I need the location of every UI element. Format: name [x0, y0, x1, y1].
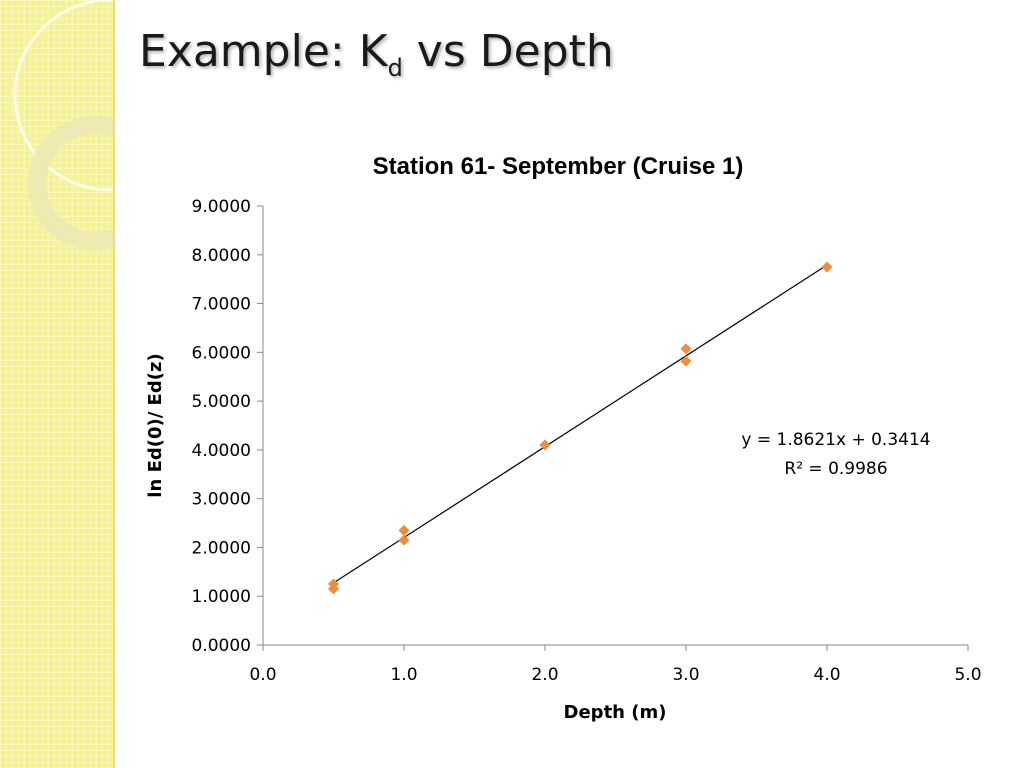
x-axis-title: Depth (m)	[564, 702, 667, 723]
y-tick-label: 5.0000	[192, 392, 251, 412]
data-point-diamond	[539, 439, 551, 451]
data-point-diamond	[680, 343, 692, 355]
y-axis-title: ln Ed(0)/ Ed(z)	[145, 353, 166, 497]
data-point-diamond	[398, 524, 410, 536]
slide-title-main: Example: K	[139, 26, 388, 77]
x-tick-label: 5.0	[954, 665, 981, 685]
chart-title: Station 61- September (Cruise 1)	[373, 153, 744, 180]
x-tick-label: 0.0	[249, 665, 276, 685]
y-tick-label: 2.0000	[192, 538, 251, 558]
x-axis-ticks: 0.0 1.0 2.0 3.0 4.0 5.0	[249, 645, 982, 685]
x-tick-label: 1.0	[390, 665, 417, 685]
data-points	[328, 261, 833, 595]
y-tick-label: 6.0000	[192, 343, 251, 363]
decorative-ring-small	[28, 116, 113, 250]
decorative-side-strip	[0, 0, 115, 768]
y-tick-label: 0.0000	[192, 636, 251, 656]
data-point-diamond	[398, 534, 410, 546]
trendline-equation: y = 1.8621x + 0.3414	[741, 430, 930, 450]
slide-title-subscript: d	[387, 54, 403, 82]
y-tick-label: 8.0000	[192, 246, 251, 266]
x-tick-label: 2.0	[531, 665, 558, 685]
y-tick-label: 1.0000	[192, 587, 251, 607]
data-point-diamond	[328, 583, 339, 595]
scatter-chart: Station 61- September (Cruise 1) 0.0000 1…	[145, 153, 982, 723]
decorative-ring-large	[13, 0, 113, 192]
y-tick-label: 9.0000	[192, 197, 251, 217]
trendline	[333, 264, 828, 584]
r-squared-label: R² = 0.9986	[784, 459, 887, 479]
decorative-circles	[13, 0, 113, 250]
y-tick-label: 4.0000	[192, 441, 251, 461]
data-point-diamond	[680, 355, 692, 367]
data-point-diamond	[821, 261, 833, 273]
y-tick-label: 7.0000	[192, 295, 251, 315]
slide-title-rest: vs Depth	[416, 26, 614, 77]
x-tick-label: 3.0	[672, 665, 699, 685]
y-tick-label: 3.0000	[192, 490, 251, 510]
x-tick-label: 4.0	[813, 665, 840, 685]
y-axis-ticks: 0.0000 1.0000 2.0000 3.0000 4.0000 5.0000 6.00…	[192, 197, 263, 656]
slide-title: Example: Kd vs Depth	[139, 26, 614, 82]
